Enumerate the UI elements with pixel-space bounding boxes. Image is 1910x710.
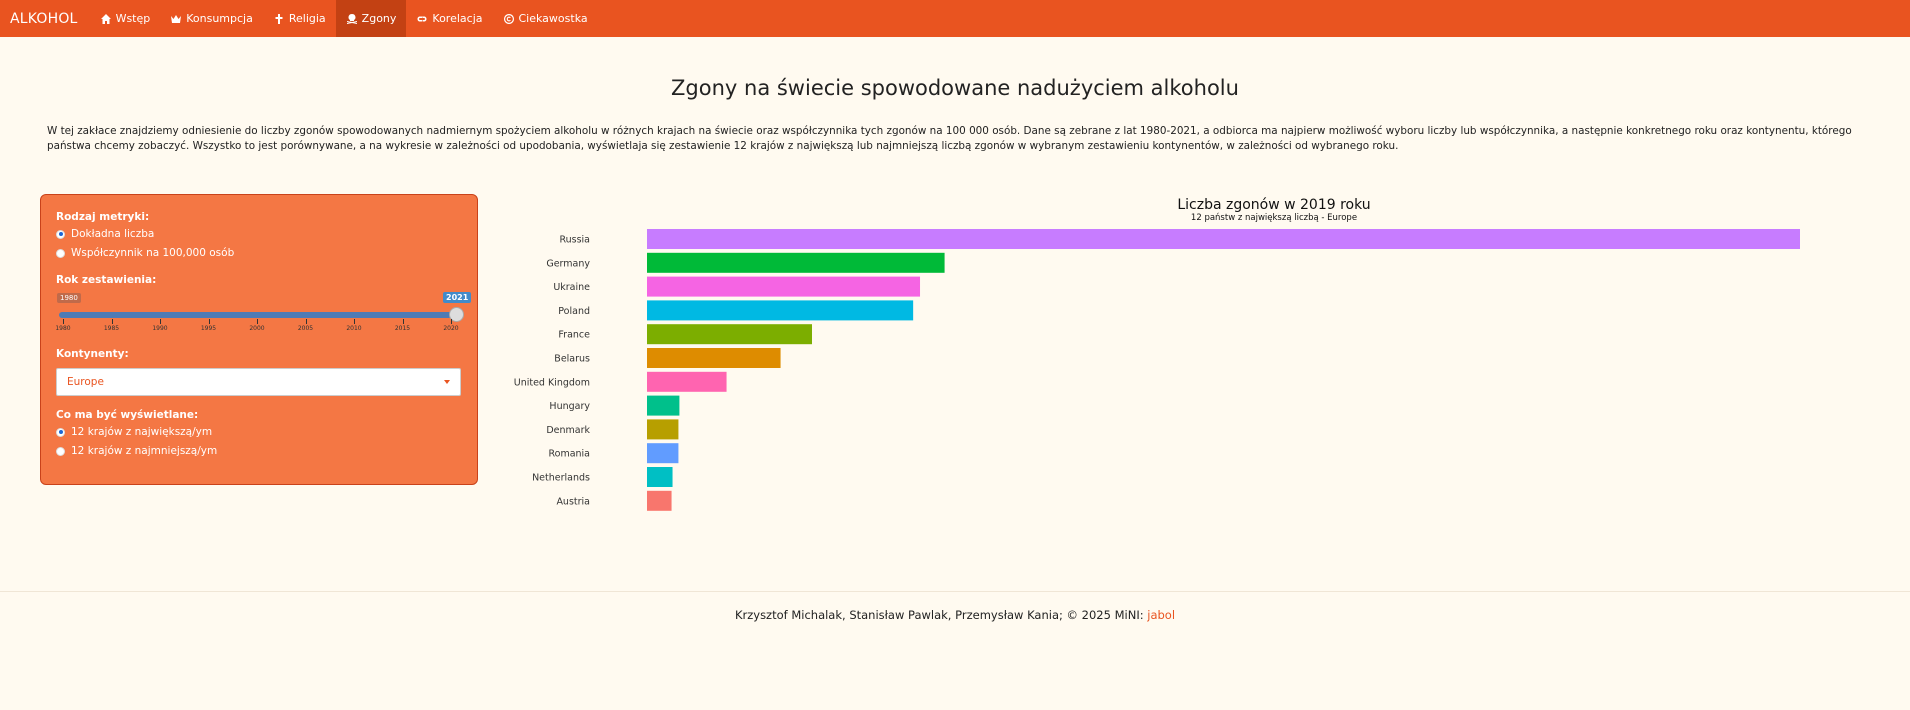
- slider-ticks: 1980 1985 1990 1995 2000 2005 2010 2015 2020: [55, 319, 459, 335]
- slider-tick-label: 1995: [200, 325, 217, 332]
- nav-item-konsumpcja[interactable]: Konsumpcja: [160, 0, 263, 37]
- radio-label: 12 krajów z najmniejszą/ym: [71, 445, 218, 457]
- bar-label: Netherlands: [532, 473, 590, 484]
- nav-item-korelacja[interactable]: Korelacja: [406, 0, 492, 37]
- radio-label: Dokładna liczba: [71, 228, 155, 240]
- link-icon: [417, 16, 427, 21]
- bar[interactable]: [647, 252, 945, 273]
- bar-label: Denmark: [546, 425, 590, 436]
- deaths-bar-chart: Liczba zgonów w 2019 roku 12 państw z na…: [500, 194, 1880, 514]
- bar-label: Germany: [546, 258, 590, 269]
- slider-tick: [208, 319, 210, 324]
- continent-select-value: Europe: [67, 376, 104, 388]
- sidebar-panel: Rodzaj metryki: Dokładna liczba Współczy…: [40, 194, 478, 485]
- radio-dot[interactable]: [56, 229, 65, 239]
- nav-item-label: Religia: [288, 12, 326, 25]
- radio-dot[interactable]: [56, 427, 65, 437]
- slider-tick: [160, 319, 161, 324]
- nav-item-ciekawostka[interactable]: Ciekawostka: [493, 0, 598, 37]
- cross-icon: [275, 13, 283, 24]
- slider-tick-label: 1985: [103, 325, 120, 332]
- radio-dot[interactable]: [56, 248, 65, 258]
- display-label: Co ma być wyświetlane:: [56, 409, 199, 421]
- bar-label: Belarus: [554, 354, 590, 365]
- bar-label: Russia: [559, 235, 590, 246]
- nav-item-zgony[interactable]: Zgony: [335, 0, 407, 37]
- slider-tick-label: 1980: [55, 325, 71, 332]
- bar[interactable]: [647, 371, 727, 392]
- display-radio-largest[interactable]: 12 krajów z największą/ym: [56, 426, 212, 438]
- slider-tick-label: 2000: [249, 325, 265, 332]
- radio-label: Współczynnik na 100,000 osób: [71, 247, 235, 259]
- bar[interactable]: [647, 324, 812, 345]
- metric-radio-exact[interactable]: Dokładna liczba: [56, 228, 154, 240]
- bar[interactable]: [647, 229, 1800, 249]
- slider-min-label: 1980: [57, 293, 81, 303]
- slider-tick: [63, 319, 64, 324]
- metric-label: Rodzaj metryki:: [56, 211, 150, 223]
- bar[interactable]: [647, 348, 781, 368]
- slider-tick: [111, 319, 113, 324]
- radio-label: 12 krajów z największą/ym: [71, 426, 213, 438]
- slider-tick-label: 2005: [297, 325, 314, 332]
- slider-value-label: 2021: [443, 292, 472, 303]
- continent-label: Kontynenty:: [56, 348, 129, 360]
- slider-tick-label: 2020: [443, 325, 459, 332]
- bar-label: Austria: [556, 496, 590, 507]
- display-radio-smallest[interactable]: 12 krajów z najmniejszą/ym: [56, 445, 217, 457]
- bar[interactable]: [647, 419, 679, 440]
- metric-radio-rate[interactable]: Współczynnik na 100,000 osób: [56, 247, 234, 259]
- slider-tick: [257, 319, 258, 324]
- chart-bars: Russia Germany Ukraine Poland France Belarus U…: [514, 229, 1800, 511]
- nav-item-label: Konsumpcja: [186, 12, 253, 25]
- home-icon: [100, 13, 111, 24]
- footer-link[interactable]: jabol: [1147, 608, 1176, 622]
- nav-item-religia[interactable]: Religia: [263, 0, 336, 37]
- footer: Krzysztof Michalak, Stanisław Pawlak, Pr…: [0, 608, 1910, 622]
- crown-icon: [171, 14, 182, 23]
- nav-item-label: Korelacja: [432, 12, 483, 25]
- slider-tick: [451, 319, 452, 324]
- chart-svg: Liczba zgonów w 2019 roku 12 państw z na…: [514, 197, 1800, 511]
- bar-label: Poland: [558, 306, 590, 317]
- bar[interactable]: [647, 490, 672, 511]
- year-label: Rok zestawienia:: [56, 274, 157, 286]
- chevron-down-icon: [444, 380, 450, 384]
- footer-divider: [0, 591, 1910, 592]
- page-description: W tej zakłace znajdziemy odniesienie do …: [47, 125, 1852, 152]
- bar-label: Romania: [548, 449, 590, 460]
- nav-item-label: Ciekawostka: [518, 12, 588, 25]
- page-title: Zgony na świecie spowodowane nadużyciem …: [671, 76, 1239, 100]
- brand[interactable]: ALKOHOL: [10, 10, 78, 27]
- bar[interactable]: [647, 395, 680, 416]
- bar[interactable]: [647, 443, 679, 464]
- radio-dot[interactable]: [56, 446, 65, 456]
- bar-label: France: [558, 330, 590, 341]
- nav-item-wstep[interactable]: Wstęp: [90, 0, 161, 37]
- continent-select[interactable]: Europe: [56, 368, 461, 396]
- bar-label: Hungary: [549, 401, 590, 412]
- bar-label: United Kingdom: [514, 377, 590, 388]
- slider-tick-label: 1990: [152, 325, 168, 332]
- bar[interactable]: [647, 276, 921, 297]
- nav-item-label: Zgony: [361, 12, 397, 25]
- slider-tick: [402, 319, 404, 324]
- bar[interactable]: [647, 467, 673, 487]
- slider-tick: [305, 319, 307, 324]
- bar[interactable]: [647, 300, 914, 321]
- bar-label: Ukraine: [553, 282, 590, 293]
- navbar: ALKOHOL Wstęp Konsumpcja Religia Zgony K…: [0, 0, 1910, 37]
- slider-tick: [354, 319, 355, 324]
- chart-title: Liczba zgonów w 2019 roku: [1177, 197, 1370, 213]
- slider-tick-label: 2015: [394, 325, 411, 332]
- year-slider-track[interactable]: [59, 312, 459, 318]
- copyright-icon: [503, 13, 514, 24]
- nav-item-label: Wstęp: [115, 12, 151, 25]
- slider-tick-label: 2010: [346, 325, 362, 332]
- chart-subtitle: 12 państw z największą liczbą - Europe: [1191, 213, 1357, 223]
- skull-icon: [346, 13, 357, 24]
- year-slider-handle[interactable]: [449, 307, 464, 322]
- footer-text: Krzysztof Michalak, Stanisław Pawlak, Pr…: [734, 608, 1148, 622]
